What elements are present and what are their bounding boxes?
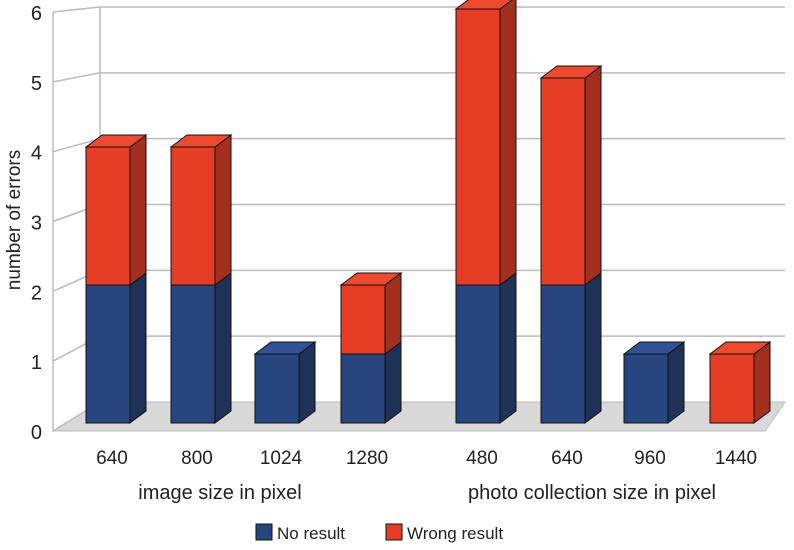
- y-tick-label: 1: [31, 352, 42, 374]
- bar-top: [622, 341, 686, 355]
- x-tick-label: 1440: [715, 448, 757, 469]
- legend-label: No result: [277, 524, 345, 543]
- x-tick-label: 1024: [260, 448, 303, 469]
- bar-side-wrong-result: [214, 134, 232, 286]
- side-gridline: [52, 6, 101, 13]
- bar-wrong-result: [455, 8, 501, 286]
- x-tick-label: 640: [96, 448, 128, 469]
- bar-no-result: [85, 284, 131, 424]
- bar-side-no-result: [667, 341, 685, 424]
- bar-side-wrong-result: [753, 341, 771, 424]
- y-tick-label: 6: [31, 3, 42, 25]
- bar-top: [708, 341, 772, 355]
- y-tick-label: 2: [31, 282, 42, 304]
- bar-no-result: [540, 284, 586, 424]
- bar-side-wrong-result: [129, 134, 147, 286]
- side-gridline: [52, 137, 101, 153]
- y-axis-label: number of errors: [4, 150, 25, 290]
- bar-wrong-result: [540, 77, 586, 286]
- group-label-photo-collection: photo collection size in pixel: [468, 482, 716, 504]
- bar-no-result: [340, 353, 386, 424]
- bar-side-wrong-result: [384, 272, 402, 355]
- x-tick-label: 800: [181, 448, 213, 469]
- x-tick-label: 960: [634, 448, 666, 469]
- bar-top: [84, 134, 148, 148]
- x-tick-label: 640: [551, 448, 583, 469]
- y-tick-label: 0: [31, 422, 42, 444]
- bar-wrong-result: [170, 146, 216, 286]
- bar-wrong-result: [709, 353, 755, 424]
- legend-swatch: [385, 523, 403, 541]
- bar-side-no-result: [129, 272, 147, 424]
- bar-side-wrong-result: [584, 65, 602, 286]
- bar-side-no-result: [499, 272, 517, 424]
- bar-top: [169, 134, 233, 148]
- bar-top: [454, 0, 513, 10]
- bar-side-no-result: [384, 341, 402, 424]
- y-tick-label: 4: [31, 143, 42, 165]
- bar-side-wrong-result: [499, 0, 517, 286]
- bar-top: [253, 341, 317, 355]
- y-tick-label: 3: [31, 213, 42, 235]
- y-tick-label: 5: [31, 73, 42, 95]
- x-tick-label: 480: [466, 448, 498, 469]
- bar-side-no-result: [584, 272, 602, 424]
- bar-side-no-result: [214, 272, 232, 424]
- side-gridline: [52, 72, 101, 83]
- legend-label: Wrong result: [407, 524, 503, 543]
- bar-no-result: [170, 284, 216, 424]
- group-label-image-size: image size in pixel: [138, 482, 301, 504]
- bar-wrong-result: [340, 284, 386, 355]
- bar-no-result: [455, 284, 501, 424]
- bar-top: [339, 272, 403, 286]
- bar-no-result: [254, 353, 300, 424]
- bar-wrong-result: [85, 146, 131, 286]
- bar-side-no-result: [298, 341, 316, 424]
- bar-no-result: [623, 353, 669, 424]
- legend-swatch: [255, 523, 273, 541]
- x-tick-label: 1280: [346, 448, 388, 469]
- bar-top: [539, 65, 603, 79]
